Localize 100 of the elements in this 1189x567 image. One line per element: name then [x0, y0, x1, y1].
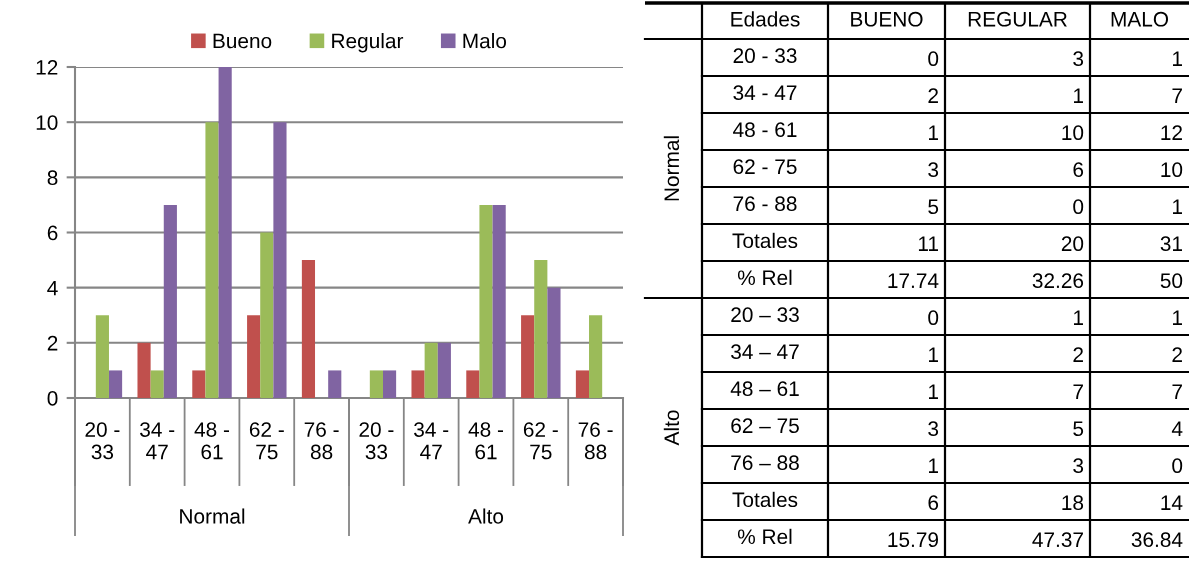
x-tick-label: 34 - 47: [414, 422, 449, 460]
text: 15.79: [888, 532, 939, 548]
y-tick-label: 0: [47, 391, 58, 406]
text: 1: [1173, 199, 1182, 214]
category-label: 34 - 47: [733, 85, 797, 101]
x-tick-label: 62 - 75: [523, 422, 558, 460]
bar: [466, 370, 480, 398]
text: 1: [1074, 310, 1083, 325]
bar: [492, 204, 506, 398]
text: 2: [1073, 347, 1083, 362]
text: Edades: [731, 11, 800, 27]
text: 7: [1073, 384, 1083, 399]
category-label: REGULAR: [968, 11, 1067, 27]
category-label: 20 – 33: [731, 307, 799, 323]
x-tick-label: 48 - 61: [468, 422, 504, 460]
x-tick-label: 48 - 61: [194, 422, 230, 460]
bar: [589, 315, 603, 398]
text: 14: [1161, 495, 1183, 510]
category-label: 76 - 88: [733, 196, 797, 212]
category-label: 20 - 33: [733, 48, 797, 64]
category-label: 48 – 61: [730, 381, 799, 397]
text: 6: [928, 495, 939, 511]
text: 0: [1073, 199, 1084, 215]
y-tick-label: 4: [47, 280, 58, 296]
y-tick-label: 2: [47, 335, 58, 351]
bar: [301, 260, 316, 398]
text: 4: [1171, 421, 1183, 436]
x-tick-label: 34 - 47: [140, 422, 175, 460]
text: 2: [928, 88, 938, 103]
text: 1: [1173, 51, 1182, 66]
bar: [424, 342, 438, 398]
category-label: MALO: [1111, 11, 1169, 27]
bar: [260, 232, 274, 398]
x-tick-label: 76 - 88: [578, 422, 613, 460]
text: 31: [1160, 236, 1182, 252]
text: 11: [918, 236, 938, 251]
text: Alto: [468, 508, 504, 524]
text: Alto: [663, 410, 680, 446]
text: 1: [929, 458, 938, 473]
text: 3: [1073, 458, 1084, 474]
bar: [205, 122, 219, 398]
bar: [150, 370, 164, 398]
x-tick-label: 76 - 88: [304, 422, 339, 460]
text: 7: [1172, 384, 1182, 399]
text: Normal: [663, 136, 680, 201]
text: 10: [1062, 125, 1084, 141]
bar: [163, 204, 177, 398]
text: 36.84: [1131, 532, 1183, 548]
x-tick-label: 20 - 33: [85, 422, 120, 460]
text: Normal: [180, 508, 245, 524]
text: 0: [928, 51, 939, 67]
category-label: BUENO: [851, 11, 923, 27]
bar: [192, 370, 206, 398]
text: 17.74: [888, 273, 939, 288]
bar: [521, 315, 535, 398]
text: 1: [929, 125, 938, 140]
legend-label: Malo: [463, 33, 507, 49]
x-tick-label: 62 - 75: [249, 422, 284, 460]
bar: [137, 342, 151, 398]
text: 18: [1062, 495, 1084, 511]
text: 7: [1172, 88, 1182, 103]
text: 50: [1160, 273, 1183, 289]
text: 5: [1073, 421, 1084, 437]
bar: [547, 287, 561, 398]
text: 10: [1161, 162, 1183, 178]
text: 12: [1161, 125, 1182, 140]
bar: [218, 67, 232, 398]
text: 0: [1172, 458, 1183, 474]
category-label: 48 - 61: [733, 122, 797, 138]
bar: [411, 370, 425, 398]
category-label: 62 - 75: [733, 159, 797, 175]
y-tick-label: 10: [36, 115, 58, 130]
bar: [382, 370, 397, 398]
category-label: % Rel: [737, 528, 792, 545]
text: 3: [928, 162, 939, 178]
text: 2: [1172, 347, 1182, 362]
category-label: 34 – 47: [731, 344, 799, 360]
y-tick-label: 6: [47, 225, 58, 241]
bar: [437, 342, 451, 398]
x-tick-label: 20 - 33: [359, 422, 394, 460]
category-label: Totales: [732, 232, 798, 249]
y-tick-label: 12: [36, 60, 58, 75]
category-label: % Rel: [737, 269, 792, 286]
text: 1: [1173, 310, 1182, 325]
bar: [273, 122, 287, 398]
bar: [479, 204, 493, 398]
bar: [328, 370, 342, 398]
text: 20: [1061, 236, 1084, 252]
text: 3: [928, 421, 939, 437]
text: 3: [1073, 51, 1084, 67]
legend-label: Bueno: [213, 33, 272, 49]
bar: [95, 315, 109, 398]
legend-label: Regular: [332, 33, 404, 53]
text: 6: [1073, 162, 1084, 178]
category-label: 62 – 75: [731, 418, 799, 434]
text: 1: [1074, 88, 1083, 103]
bar: [247, 315, 261, 398]
bar: [534, 260, 548, 398]
text: 47.37: [1032, 532, 1083, 548]
text: 32.26: [1032, 273, 1084, 289]
